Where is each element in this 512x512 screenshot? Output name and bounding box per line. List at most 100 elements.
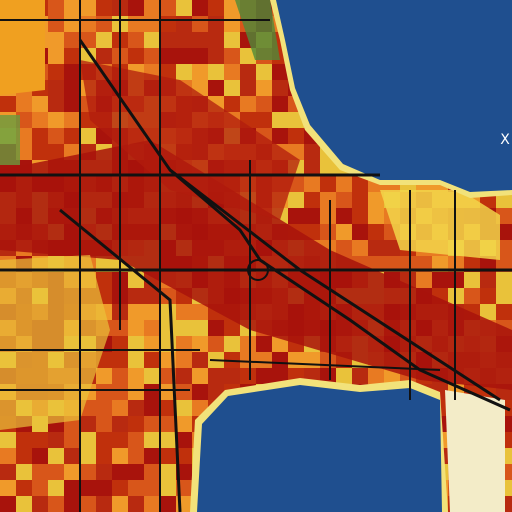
heat-tile <box>224 48 240 64</box>
heat-tile <box>464 272 480 288</box>
heat-tile <box>32 464 48 480</box>
heat-tile <box>480 288 496 304</box>
heat-tile <box>336 368 352 384</box>
heat-tile <box>352 240 368 256</box>
heat-tile <box>96 416 112 432</box>
heat-tile <box>48 464 64 480</box>
heat-tile <box>208 16 224 32</box>
heat-tile <box>176 400 192 416</box>
heat-tile <box>144 416 160 432</box>
heat-tile <box>128 400 144 416</box>
heat-tile <box>112 464 128 480</box>
heat-tile <box>144 48 160 64</box>
heat-tile <box>176 336 192 352</box>
heat-tile <box>240 336 256 352</box>
heat-tile <box>112 368 128 384</box>
heat-tile <box>304 208 320 224</box>
heat-tile <box>128 304 144 320</box>
street <box>0 19 441 391</box>
heat-tile <box>16 464 32 480</box>
heat-tile <box>48 16 64 32</box>
park <box>235 0 280 60</box>
heat-tile <box>144 336 160 352</box>
heat-tile <box>224 64 240 80</box>
heat-tile <box>336 176 352 192</box>
heat-tile <box>96 432 112 448</box>
heat-tile <box>368 256 384 272</box>
heat-tile <box>64 80 80 96</box>
bay <box>197 385 442 512</box>
heat-tile <box>96 256 112 272</box>
heat-tile <box>192 48 208 64</box>
heat-tile <box>192 384 208 400</box>
heat-tile <box>352 176 368 192</box>
heat-tile <box>304 176 320 192</box>
heat-tile <box>208 320 224 336</box>
heat-tile <box>176 352 192 368</box>
heat-tile <box>480 272 496 288</box>
heat-tile <box>160 448 176 464</box>
heat-tile <box>16 480 32 496</box>
heat-tile <box>320 208 336 224</box>
heat-tile <box>128 0 144 16</box>
heat-tile <box>176 48 192 64</box>
heat-tile <box>224 336 240 352</box>
cool-zone <box>0 0 45 95</box>
heat-tile <box>64 448 80 464</box>
heat-tile <box>176 384 192 400</box>
heat-tile <box>192 16 208 32</box>
heat-tile <box>160 288 176 304</box>
heat-tile <box>192 64 208 80</box>
heat-tile <box>224 80 240 96</box>
heat-tile <box>496 192 512 208</box>
heat-tile <box>464 256 480 272</box>
heat-tile <box>64 48 80 64</box>
heat-tile <box>304 224 320 240</box>
heat-tile <box>128 16 144 32</box>
heat-tile <box>496 304 512 320</box>
heat-tile <box>80 416 96 432</box>
heat-tile <box>96 464 112 480</box>
highway <box>78 39 501 402</box>
heat-tile <box>32 480 48 496</box>
heat-tile <box>320 368 336 384</box>
heat-tile <box>128 48 144 64</box>
heat-tile <box>160 416 176 432</box>
heat-tile <box>32 112 48 128</box>
heat-tile <box>304 160 320 176</box>
heat-tile <box>32 144 48 160</box>
heat-tile <box>160 16 176 32</box>
heat-tile <box>336 240 352 256</box>
heat-tile <box>128 288 144 304</box>
heat-tile <box>80 464 96 480</box>
heat-tile <box>112 432 128 448</box>
heat-tile <box>64 112 80 128</box>
heat-tile <box>320 176 336 192</box>
heat-tile <box>48 80 64 96</box>
heat-tile <box>48 128 64 144</box>
heat-tile <box>96 0 112 16</box>
heat-tile <box>176 304 192 320</box>
heat-tile <box>176 16 192 32</box>
heat-tile <box>416 256 432 272</box>
heat-tile <box>272 368 288 384</box>
heat-tile <box>128 464 144 480</box>
heat-tile <box>160 304 176 320</box>
heat-tile <box>224 16 240 32</box>
heat-tile <box>64 128 80 144</box>
heat-tile <box>240 368 256 384</box>
heat-tile <box>80 432 96 448</box>
heat-tile <box>96 272 112 288</box>
heat-tile <box>32 448 48 464</box>
heat-tile <box>240 80 256 96</box>
heat-tile <box>80 496 96 512</box>
heat-tile <box>208 0 224 16</box>
heat-tile <box>48 144 64 160</box>
heat-tile <box>80 0 96 16</box>
heat-tile <box>368 224 384 240</box>
heat-tile <box>368 208 384 224</box>
heat-tile <box>48 32 64 48</box>
heat-tile <box>48 432 64 448</box>
